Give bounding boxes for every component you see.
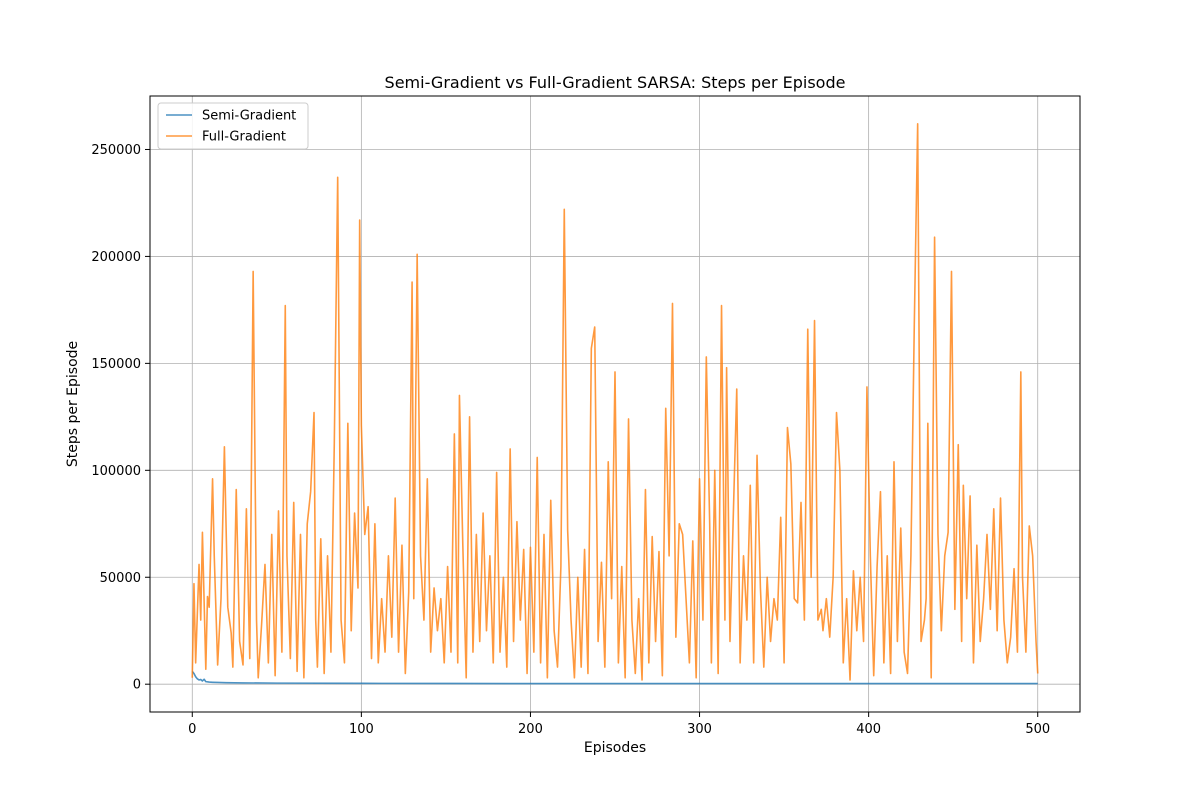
chart-title: Semi-Gradient vs Full-Gradient SARSA: St…	[385, 73, 846, 92]
x-tick-label: 500	[1025, 722, 1050, 737]
y-tick-label: 150000	[91, 357, 141, 372]
x-axis-label: Episodes	[584, 740, 646, 756]
semi-gradient-series-line	[191, 670, 1038, 685]
legend-label-full-gradient: Full-Gradient	[202, 130, 286, 145]
legend-box	[157, 102, 309, 150]
x-tick-label: 400	[856, 722, 881, 737]
legend-label-semi-gradient: Semi-Gradient	[202, 109, 296, 124]
series-lines	[191, 123, 1039, 685]
legend: Semi-Gradient Full-Gradient	[157, 102, 309, 150]
x-tick-label: 300	[687, 722, 712, 737]
y-tick-label: 250000	[91, 143, 141, 158]
full-gradient-series-line	[191, 123, 1039, 681]
x-tick-label: 200	[518, 722, 543, 737]
y-tick-label: 100000	[91, 464, 141, 479]
y-tick-label: 200000	[91, 250, 141, 265]
x-tick-label: 0	[188, 722, 196, 737]
axis-ticks: 0 100 200 300 400 500 0 50000 100000 150000 200000…	[91, 143, 1050, 737]
y-tick-label: 0	[133, 678, 141, 693]
y-axis-label: Steps per Episode	[65, 341, 81, 467]
plot-area-frame	[149, 95, 1081, 713]
x-tick-label: 100	[349, 722, 374, 737]
y-tick-label: 50000	[100, 571, 141, 586]
